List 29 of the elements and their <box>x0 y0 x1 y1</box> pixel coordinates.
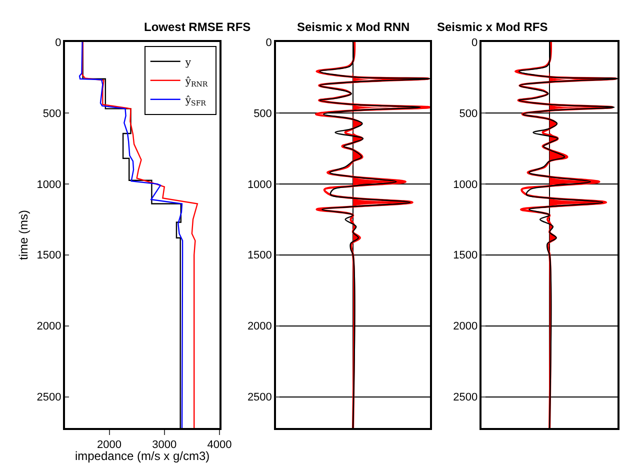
y-tick-label: 0 <box>266 36 272 49</box>
x-tick-label: 4000 <box>207 438 232 451</box>
y-tick-label: 1000 <box>453 178 478 191</box>
y-tick-label: 0 <box>55 36 62 49</box>
chart-title: Seismic x Mod RFS <box>437 20 548 34</box>
y-axis-title: time (ms) <box>16 210 31 260</box>
x-tick-label: 3000 <box>152 438 177 451</box>
legend-label: ŷ$_{SFR}$ <box>184 95 207 108</box>
y-tick-label: 2500 <box>453 392 478 404</box>
y-tick-label: 0 <box>471 36 478 49</box>
y-tick-label: 1500 <box>247 250 272 262</box>
y-tick-label: 500 <box>42 108 62 120</box>
legend-label: y <box>184 57 192 68</box>
y-tick-label: 2000 <box>36 320 62 333</box>
y-tick-label: 500 <box>254 108 272 120</box>
y-tick-label: 2500 <box>36 392 62 404</box>
y-tick-label: 1500 <box>453 250 478 262</box>
y-tick-label: 2500 <box>247 392 272 404</box>
y-tick-label: 500 <box>459 108 478 120</box>
y-tick-label: 2000 <box>453 320 478 333</box>
y-tick-label: 1000 <box>36 178 62 191</box>
x-axis-title: impedance (m/s x g/cm3) <box>74 449 210 463</box>
x-tick-label: 2000 <box>97 438 122 451</box>
y-tick-label: 1500 <box>36 250 62 262</box>
y-tick-label: 1000 <box>247 178 272 191</box>
chart-title: Lowest RMSE RFS <box>144 20 251 34</box>
legend-label: ŷ$_{RNR}$ <box>184 76 208 88</box>
y-tick-label: 2000 <box>247 320 272 333</box>
chart-title: Seismic x Mod RNN <box>297 20 410 34</box>
